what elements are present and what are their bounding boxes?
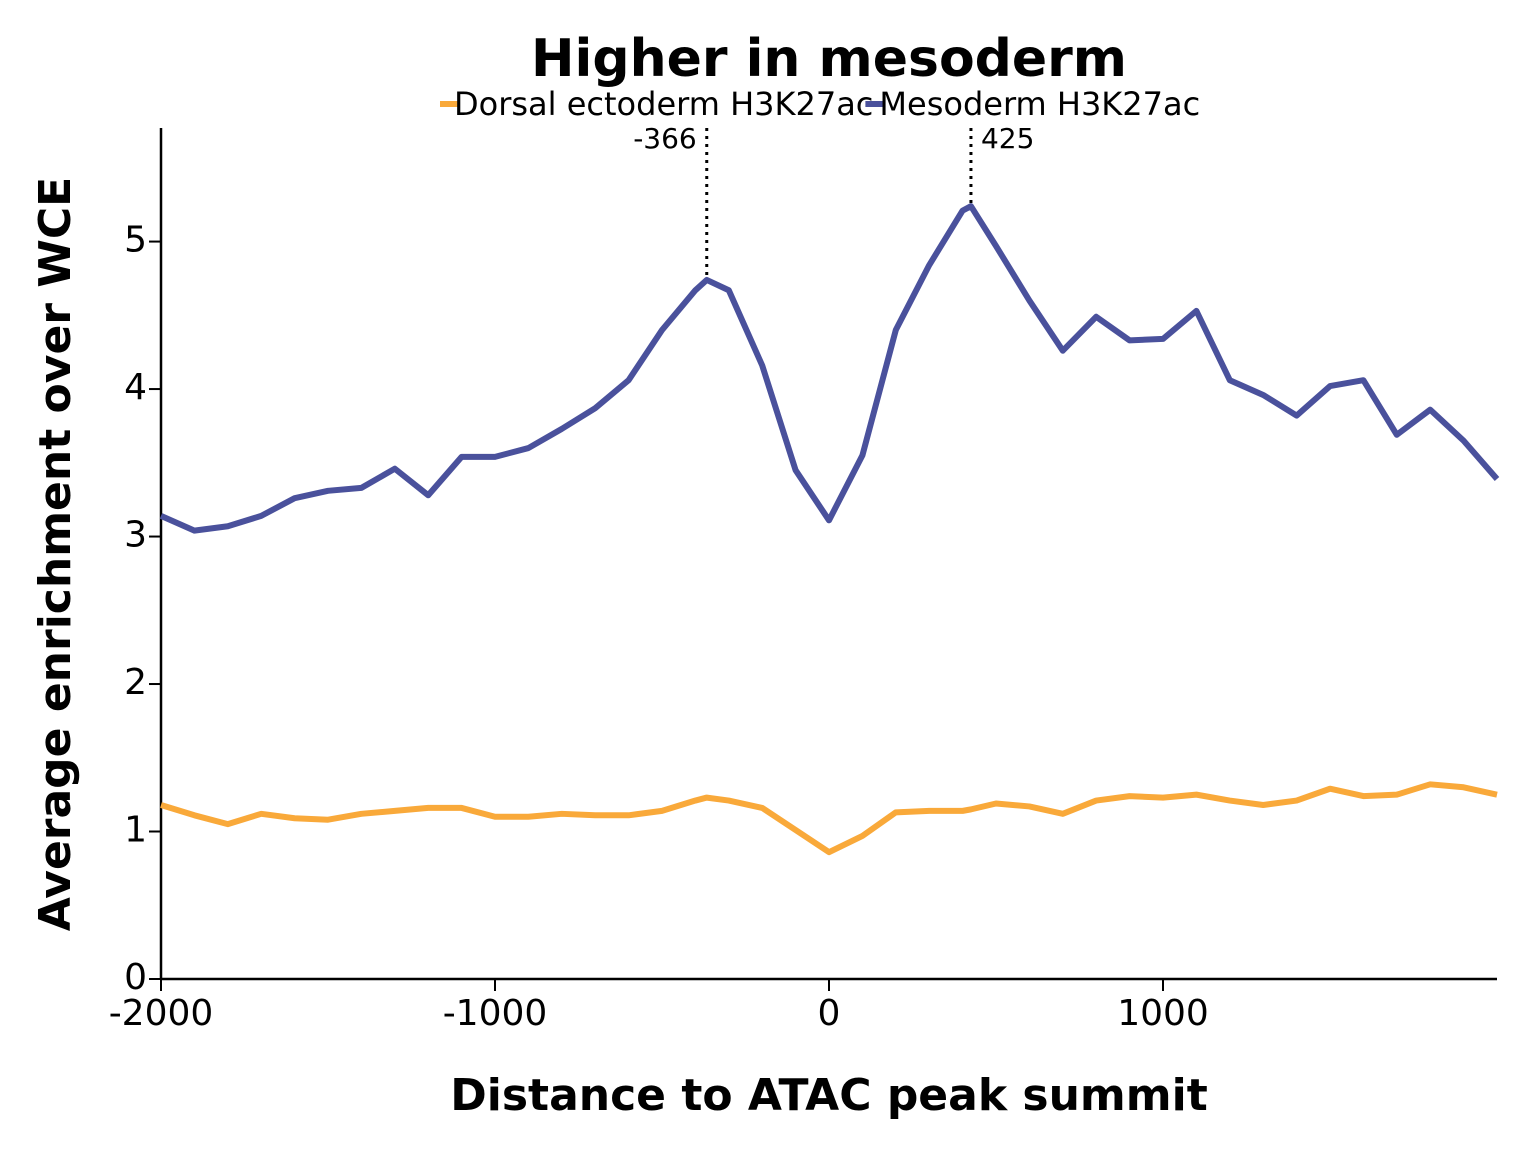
y-axis-label: Average enrichment over WCE: [30, 177, 81, 931]
y-tick-label: 0: [124, 957, 147, 998]
series-line: [160, 781, 1498, 856]
y-tick-label: 2: [124, 662, 147, 703]
y-tick-label: 5: [124, 220, 147, 261]
series-line: [159, 203, 1500, 534]
legend-label: Dorsal ectoderm H3K27ac: [454, 85, 873, 123]
x-tick-label: 0: [818, 993, 841, 1034]
x-tick-label: 1000: [1117, 993, 1209, 1034]
annotation-label: -366: [633, 122, 697, 155]
y-tick-label: 4: [124, 367, 147, 408]
x-axis-label: Distance to ATAC peak summit: [450, 1070, 1208, 1121]
chart-title: Higher in mesoderm: [531, 29, 1127, 89]
annotation-label: 425: [981, 122, 1034, 155]
legend-label: Mesoderm H3K27ac: [879, 85, 1200, 123]
x-tick-label: -1000: [443, 993, 548, 1034]
y-tick-label: 3: [124, 515, 147, 556]
y-tick-label: 1: [124, 810, 147, 851]
x-tick-label: -2000: [109, 993, 214, 1034]
